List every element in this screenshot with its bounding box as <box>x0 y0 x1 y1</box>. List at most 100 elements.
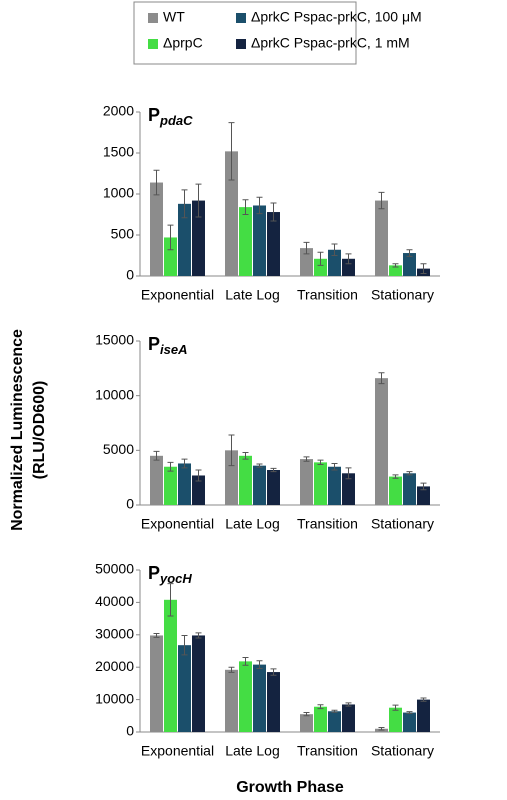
bar <box>267 672 280 732</box>
bar <box>328 711 341 732</box>
error-bar <box>195 632 202 639</box>
bar <box>192 475 205 505</box>
bar <box>192 635 205 732</box>
error-bar <box>270 467 277 473</box>
bar <box>253 664 266 732</box>
bar <box>417 699 430 732</box>
bar <box>403 712 416 732</box>
bar <box>239 661 252 732</box>
error-bar <box>256 463 263 468</box>
error-bar <box>420 482 427 491</box>
y-axis-label: Normalized Luminescence <box>9 329 26 531</box>
error-bar <box>181 634 188 656</box>
error-bar <box>378 191 385 210</box>
error-bar <box>303 241 310 255</box>
error-bar <box>345 467 352 480</box>
error-bar <box>167 224 174 251</box>
bar <box>342 704 355 732</box>
error-bar <box>392 263 399 268</box>
panel-title: PiseA <box>148 334 187 358</box>
x-tick-label: Late Log <box>225 516 280 532</box>
error-bar <box>153 633 160 638</box>
x-tick-label: Exponential <box>141 743 214 759</box>
bar <box>225 450 238 505</box>
bar <box>403 253 416 276</box>
panel-title-subscript: pdaC <box>159 113 193 128</box>
bar <box>314 258 327 276</box>
bar <box>375 378 388 505</box>
y-tick-label: 10000 <box>95 386 134 402</box>
legend-label: ΔprkC Pspac-prkC, 1 mM <box>251 35 410 51</box>
y-tick-label: 5000 <box>103 441 134 457</box>
error-bar <box>345 702 352 707</box>
error-bar <box>303 456 310 462</box>
error-bar <box>406 471 413 476</box>
x-tick-label: Transition <box>297 743 358 759</box>
error-bar <box>242 452 249 460</box>
bar <box>178 203 191 276</box>
bar <box>150 182 163 276</box>
bar <box>225 151 238 276</box>
error-bar <box>406 711 413 715</box>
legend-box <box>133 1 357 65</box>
bar <box>239 207 252 276</box>
bar <box>164 599 177 732</box>
bar <box>300 714 313 732</box>
x-tick-label: Stationary <box>371 516 434 532</box>
error-bar <box>378 726 385 731</box>
error-bar <box>181 189 188 219</box>
error-bar <box>195 469 202 482</box>
bar <box>267 470 280 505</box>
error-bar <box>406 249 413 257</box>
x-tick-label: Transition <box>297 516 358 532</box>
error-bar <box>228 122 235 181</box>
error-bar <box>420 697 427 702</box>
error-bar <box>181 458 188 469</box>
legend-label: WT <box>163 9 185 25</box>
error-bar <box>317 704 324 710</box>
y-tick-label: 1500 <box>103 144 134 160</box>
bar <box>150 455 163 505</box>
error-bar <box>256 660 263 669</box>
panel-title: PpdaC <box>148 105 193 129</box>
bar <box>267 212 280 276</box>
error-bar <box>242 656 249 666</box>
x-tick-label: Stationary <box>371 287 434 303</box>
bar <box>342 473 355 505</box>
y-tick-label: 15000 <box>95 332 134 348</box>
error-bar <box>392 704 399 711</box>
y-tick-label: 1000 <box>103 185 134 201</box>
panel-title: PyocH <box>148 563 192 587</box>
x-tick-label: Late Log <box>225 287 280 303</box>
error-bar <box>345 253 352 265</box>
bar <box>342 258 355 276</box>
error-bar <box>303 712 310 717</box>
y-tick-label: 0 <box>126 496 134 512</box>
bar <box>375 200 388 276</box>
x-tick-label: Stationary <box>371 743 434 759</box>
error-bar <box>167 461 174 472</box>
error-bar <box>153 450 160 461</box>
bar <box>389 476 402 505</box>
error-bar <box>317 251 324 266</box>
y-axis-label: (RLU/OD600) <box>31 381 48 480</box>
error-bar <box>153 169 160 196</box>
y-tick-label: 0 <box>126 723 134 739</box>
bar <box>178 645 191 732</box>
legend-label: ΔprpC <box>163 35 203 51</box>
x-tick-label: Transition <box>297 287 358 303</box>
error-bar <box>228 666 235 673</box>
bar <box>300 248 313 276</box>
bar <box>314 462 327 505</box>
panel-title-subscript: yocH <box>159 571 192 586</box>
bar <box>239 455 252 505</box>
legend-swatch <box>236 39 246 49</box>
error-bar <box>331 709 338 713</box>
y-tick-label: 30000 <box>95 626 134 642</box>
legend-swatch <box>236 13 246 23</box>
x-tick-label: Exponential <box>141 516 214 532</box>
bar <box>225 669 238 732</box>
error-bar <box>256 196 263 215</box>
error-bar <box>420 263 427 275</box>
x-tick-label: Late Log <box>225 743 280 759</box>
